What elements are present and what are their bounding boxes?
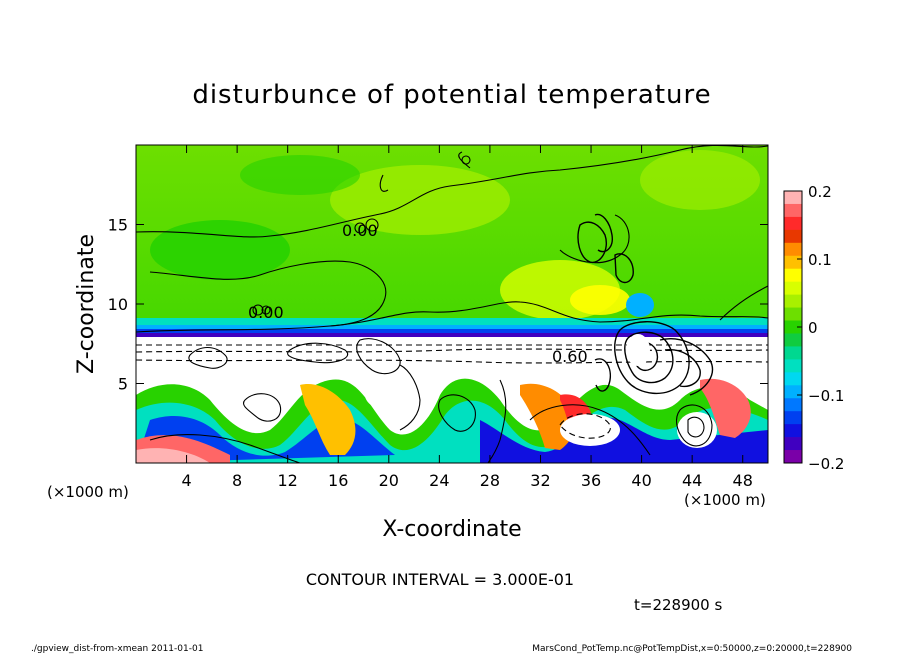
colorbar-swatch: [784, 255, 802, 270]
variable-spec: MarsCond_PotTemp.nc@PotTempDist,x=0:5000…: [532, 644, 852, 654]
x-tick-label: 40: [631, 471, 651, 490]
colorbar-swatch: [784, 294, 802, 309]
colorbar-swatch: [784, 359, 802, 373]
contour-label-2: 0.00: [248, 303, 284, 322]
colorbar-swatch: [784, 203, 802, 218]
white-layer: [136, 337, 768, 372]
x-tick-label: 48: [733, 471, 753, 490]
colorbar-tick-label: 0: [808, 319, 818, 337]
colorbar-swatch: [784, 346, 802, 360]
colorbar-swatch: [784, 320, 802, 334]
x-axis-label: X-coordinate: [382, 517, 521, 542]
contour-interval-text: CONTOUR INTERVAL = 3.000E-01: [306, 570, 574, 589]
y-unit-label: (×1000 m): [47, 483, 129, 501]
colorbar-swatch: [784, 229, 802, 244]
x-tick-label: 8: [232, 471, 242, 490]
colorbar-swatch: [784, 216, 802, 231]
band-layer: [136, 318, 768, 337]
y-tick-label: 10: [108, 295, 128, 314]
colorbar-tick-label: 0.2: [808, 183, 832, 201]
y-tick-label: 15: [108, 216, 128, 235]
script-name: ./gpview_dist-from-xmean 2011-01-01: [31, 644, 203, 654]
chart-title: disturbunce of potential temperature: [192, 80, 711, 110]
contour-label-3: 0.60: [552, 347, 588, 366]
colorbar-swatch: [784, 242, 802, 257]
colorbar-swatch: [784, 372, 802, 386]
y-axis: 5 10 15: [108, 216, 768, 394]
plot-area: 0.00 0.00 0.60: [136, 145, 768, 463]
x-tick-label: 28: [480, 471, 500, 490]
colorbar-ticks: 0.2 0.1 0 −0.1 −0.2: [797, 183, 844, 473]
colorbar-swatch: [784, 281, 802, 296]
colorbar-swatch: [784, 268, 802, 283]
contour-lines: [136, 145, 768, 463]
x-axis: 4 8 12 16 20 24 28 32 36 40 44 48: [181, 145, 753, 490]
x-tick-label: 32: [530, 471, 550, 490]
lower-field: [136, 372, 768, 463]
colorbar-swatch: [784, 424, 802, 438]
colorbar-swatch: [784, 191, 802, 205]
colorbar-swatch: [784, 398, 802, 412]
colorbar-swatch: [784, 385, 802, 399]
cluster-white-core: [626, 334, 650, 366]
colorbar-tick-label: −0.2: [808, 455, 844, 473]
colorbar-swatch: [784, 450, 802, 464]
colorbar-swatch: [784, 437, 802, 451]
x-tick-label: 44: [682, 471, 702, 490]
x-unit-label: (×1000 m): [684, 491, 766, 509]
x-tick-label: 20: [379, 471, 399, 490]
y-tick-label: 5: [118, 375, 128, 394]
y-axis-label: Z-coordinate: [74, 234, 99, 374]
colorbar-swatch: [784, 307, 802, 322]
contour-label-1: 0.00: [342, 221, 378, 240]
x-tick-label: 16: [328, 471, 348, 490]
x-tick-label: 4: [181, 471, 191, 490]
x-tick-label: 24: [429, 471, 449, 490]
x-tick-label: 36: [581, 471, 601, 490]
colorbar-swatch: [784, 411, 802, 425]
time-label: t=228900 s: [634, 596, 722, 614]
x-tick-label: 12: [278, 471, 298, 490]
colorbar-swatch: [784, 333, 802, 347]
upper-field: [150, 150, 760, 320]
colorbar: [783, 190, 803, 464]
colorbar-tick-label: 0.1: [808, 251, 832, 269]
colorbar-tick-label: −0.1: [808, 387, 844, 405]
